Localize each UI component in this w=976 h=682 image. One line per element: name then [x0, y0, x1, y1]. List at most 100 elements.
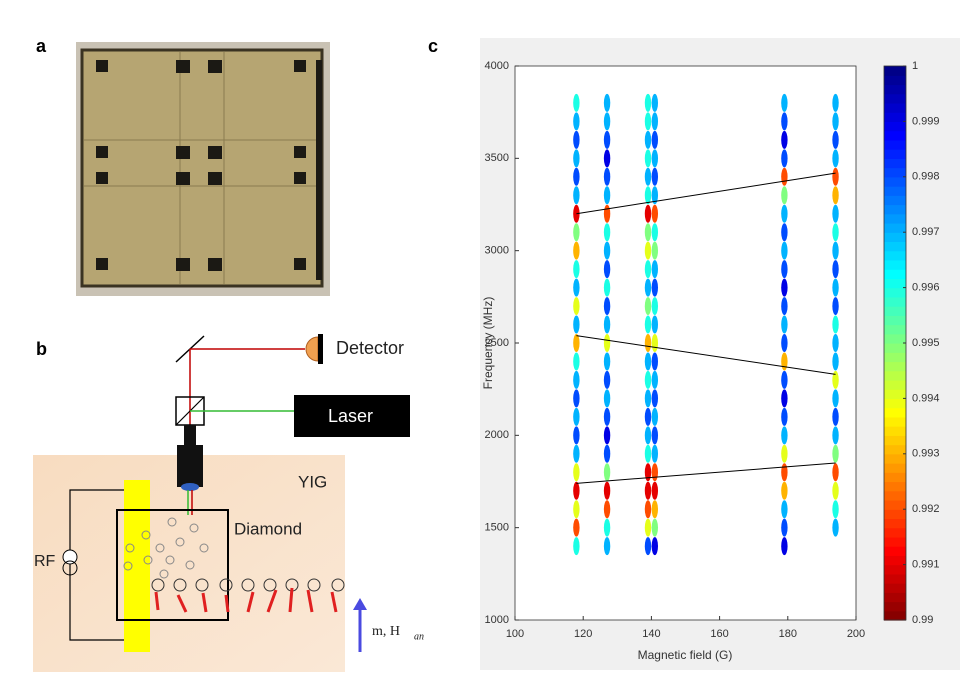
laser-label: Laser	[328, 406, 373, 426]
data-point	[781, 463, 788, 482]
data-point	[603, 315, 611, 334]
data-point	[651, 444, 659, 463]
data-point	[603, 167, 611, 186]
data-point	[832, 407, 839, 426]
setup-diagram: Detector Laser YIG Diamond RF m, H an	[33, 334, 424, 672]
y-tick-label: 4000	[485, 60, 509, 72]
data-point	[832, 444, 839, 463]
colorbar-step	[884, 361, 906, 372]
data-point	[781, 407, 788, 426]
data-point	[573, 186, 580, 205]
data-point	[603, 352, 611, 371]
y-tick-label: 2500	[485, 337, 509, 349]
colorbar-step	[884, 296, 906, 307]
colorbar-step	[884, 546, 906, 556]
data-point	[573, 260, 580, 279]
colorbar-step	[884, 564, 906, 575]
data-point	[781, 167, 788, 186]
colorbar-step	[884, 389, 906, 399]
colorbar-step	[884, 278, 906, 289]
colorbar-step	[884, 186, 906, 196]
data-point	[603, 130, 611, 149]
data-point	[832, 223, 839, 242]
data-point	[573, 130, 580, 149]
colorbar-step	[884, 573, 906, 584]
colorbar-step	[884, 158, 906, 169]
data-point	[832, 112, 839, 131]
data-point	[644, 93, 652, 112]
data-point	[603, 426, 611, 445]
panel-label: c	[428, 36, 438, 56]
colorbar-step	[884, 398, 906, 409]
colorbar-tick-label: 0.999	[912, 115, 940, 127]
data-point	[832, 204, 839, 223]
data-point	[644, 537, 652, 556]
data-point	[603, 186, 611, 205]
colorbar-step	[884, 509, 906, 520]
colorbar-step	[884, 555, 906, 566]
colorbar-step	[884, 241, 906, 252]
data-point	[603, 518, 611, 537]
colorbar-tick-label: 0.993	[912, 448, 940, 460]
data-point	[644, 518, 652, 537]
data-point	[651, 93, 659, 112]
data-point	[651, 426, 659, 445]
data-point	[644, 481, 652, 500]
data-point	[603, 500, 611, 519]
colorbar-step	[884, 601, 906, 612]
colorbar-step	[884, 416, 906, 427]
data-point	[781, 315, 788, 334]
colorbar-step	[884, 444, 906, 455]
data-point	[781, 334, 788, 352]
data-point	[832, 518, 839, 537]
x-tick-label: 140	[642, 628, 660, 640]
data-point	[832, 186, 839, 205]
colorbar-step	[884, 472, 906, 483]
data-point	[573, 297, 580, 316]
data-point	[644, 149, 652, 168]
data-point	[603, 444, 611, 463]
data-point	[651, 370, 659, 389]
data-point	[781, 112, 788, 131]
data-point	[573, 370, 580, 389]
data-point	[603, 204, 611, 223]
data-point	[832, 481, 839, 500]
colorbar-tick-label: 0.997	[912, 226, 940, 238]
y-tick-label: 3500	[485, 152, 509, 164]
colorbar-tick-label: 1	[912, 60, 918, 72]
colorbar-step	[884, 167, 906, 178]
data-point	[573, 315, 580, 334]
data-point	[644, 334, 652, 352]
colorbar-step	[884, 370, 906, 381]
data-point	[644, 167, 652, 186]
data-point	[644, 389, 652, 408]
colorbar-step	[884, 269, 906, 279]
data-point	[603, 93, 611, 112]
fit-line	[576, 462, 836, 484]
data-point	[644, 130, 652, 149]
data-point	[573, 223, 580, 242]
data-point	[832, 463, 839, 482]
colorbar-tick-label: 0.991	[912, 559, 940, 571]
diamond-label: Diamond	[234, 519, 302, 538]
data-point	[781, 223, 788, 242]
data-point	[603, 370, 611, 389]
y-axis-label: Frequency (MHz)	[481, 297, 495, 390]
data-point	[573, 481, 580, 500]
colorbar-step	[884, 195, 906, 206]
data-point	[651, 352, 659, 371]
data-point	[651, 463, 659, 482]
colorbar-step	[884, 583, 906, 593]
colorbar-step	[884, 518, 906, 529]
data-point	[651, 315, 659, 334]
data-point	[573, 537, 580, 556]
colorbar-tick-label: 0.995	[912, 337, 940, 349]
x-tick-label: 120	[574, 628, 592, 640]
colorbar-step	[884, 435, 906, 446]
data-point	[832, 389, 839, 408]
panel-label: a	[36, 36, 47, 56]
colorbar-step	[884, 527, 906, 538]
data-point	[832, 130, 839, 149]
y-tick-label: 2000	[485, 429, 509, 441]
